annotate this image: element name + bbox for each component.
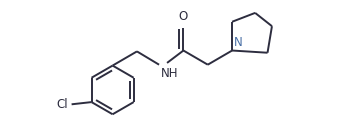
Text: NH: NH [161,67,178,80]
Text: O: O [179,10,188,23]
Text: N: N [234,36,243,49]
Text: Cl: Cl [57,98,68,111]
